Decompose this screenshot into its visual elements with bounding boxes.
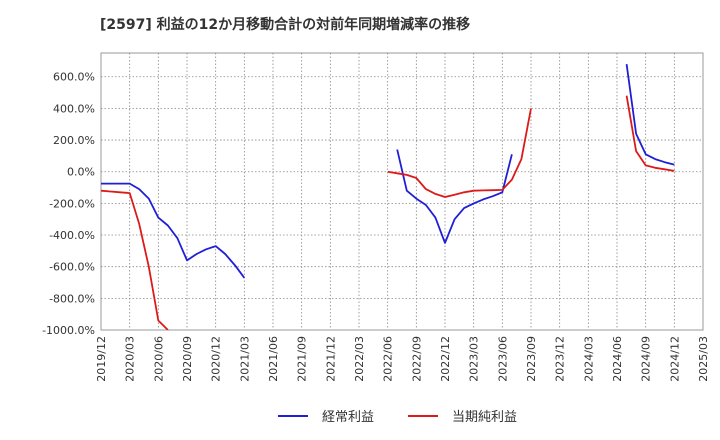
x-tick-label: 2024/06	[611, 336, 624, 382]
x-tick-label: 2024/09	[640, 336, 653, 382]
chart-title: [2597] 利益の12か月移動合計の対前年同期増減率の推移	[100, 17, 471, 33]
x-tick-label: 2022/09	[410, 336, 423, 382]
series-line-ordinary-profit	[101, 182, 246, 279]
x-tick-label: 2023/09	[525, 336, 538, 382]
x-tick-label: 2020/12	[210, 336, 223, 382]
x-tick-label: 2025/03	[697, 336, 710, 382]
series-line-net-profit	[625, 95, 675, 172]
x-tick-label: 2020/09	[181, 336, 194, 382]
x-tick-label: 2021/12	[324, 336, 337, 382]
x-tick-label: 2022/12	[439, 336, 452, 382]
y-tick-label: -400.0%	[49, 229, 95, 242]
x-tick-label: 2022/06	[382, 336, 395, 382]
x-tick-label: 2021/09	[296, 336, 309, 382]
x-tick-label: 2024/12	[668, 336, 681, 382]
legend-label: 経常利益	[322, 410, 374, 425]
series-line-net-profit	[387, 108, 532, 198]
y-tick-label: -200.0%	[49, 197, 95, 210]
series-line-ordinary-profit	[625, 63, 675, 166]
x-tick-label: 2023/12	[554, 336, 567, 382]
x-tick-label: 2019/12	[95, 336, 108, 382]
plot-area	[100, 52, 704, 331]
y-tick-label: -600.0%	[49, 261, 95, 274]
y-tick-label: 600.0%	[53, 71, 95, 84]
series-line-ordinary-profit	[396, 149, 513, 244]
y-tick-label: -800.0%	[49, 292, 95, 305]
series-line-net-profit	[101, 189, 169, 330]
x-tick-label: 2023/03	[468, 336, 481, 382]
x-tick-label: 2020/03	[124, 336, 137, 382]
x-tick-label: 2021/06	[267, 336, 280, 382]
y-tick-label: 0.0%	[67, 166, 95, 179]
x-tick-label: 2023/06	[496, 336, 509, 382]
x-tick-label: 2022/03	[353, 336, 366, 382]
y-tick-label: 400.0%	[53, 102, 95, 115]
x-tick-label: 2021/03	[238, 336, 251, 382]
y-tick-label: -1000.0%	[42, 324, 95, 337]
x-tick-label: 2020/06	[152, 336, 165, 382]
legend-label: 当期純利益	[452, 410, 517, 425]
x-tick-label: 2024/03	[582, 336, 595, 382]
y-tick-label: 200.0%	[53, 134, 95, 147]
